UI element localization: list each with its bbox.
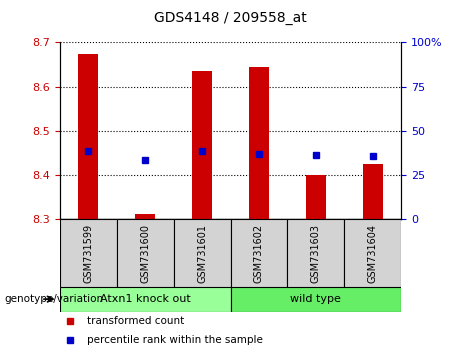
Bar bbox=[60, 287, 230, 312]
Bar bbox=[135, 214, 155, 219]
Text: GSM731601: GSM731601 bbox=[197, 224, 207, 282]
Bar bbox=[287, 219, 344, 287]
Bar bbox=[117, 219, 174, 287]
Text: GSM731604: GSM731604 bbox=[367, 224, 378, 282]
Bar bbox=[174, 219, 230, 287]
Text: GSM731600: GSM731600 bbox=[140, 224, 150, 282]
Text: genotype/variation: genotype/variation bbox=[5, 294, 104, 304]
Bar bbox=[363, 164, 383, 219]
Bar bbox=[230, 287, 401, 312]
Bar bbox=[306, 175, 326, 219]
Bar bbox=[192, 71, 212, 219]
Text: transformed count: transformed count bbox=[87, 316, 184, 326]
Bar bbox=[60, 219, 117, 287]
Bar bbox=[249, 67, 269, 219]
Bar bbox=[344, 219, 401, 287]
Text: wild type: wild type bbox=[290, 294, 341, 304]
Text: Atxn1 knock out: Atxn1 knock out bbox=[100, 294, 190, 304]
Bar bbox=[78, 53, 98, 219]
Text: GSM731603: GSM731603 bbox=[311, 224, 321, 282]
Text: GSM731602: GSM731602 bbox=[254, 223, 264, 283]
Bar bbox=[230, 219, 287, 287]
Text: percentile rank within the sample: percentile rank within the sample bbox=[87, 335, 263, 345]
Text: GSM731599: GSM731599 bbox=[83, 223, 94, 283]
Text: GDS4148 / 209558_at: GDS4148 / 209558_at bbox=[154, 11, 307, 25]
